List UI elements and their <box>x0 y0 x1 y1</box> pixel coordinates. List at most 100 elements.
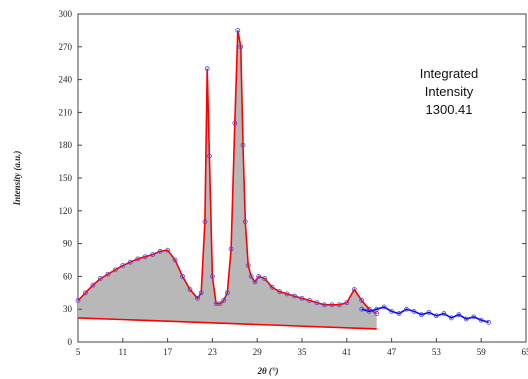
x-ticks: 5 11 17 23 29 35 41 47 53 59 65 <box>76 338 528 357</box>
measured-fit-point <box>221 298 227 303</box>
measured-fit-line <box>77 30 378 315</box>
measured-tail-point <box>456 312 462 318</box>
measured-tail-point <box>404 306 409 312</box>
measured-fit-point <box>262 276 268 281</box>
measured-fit-point <box>351 287 357 292</box>
measured-fit-point <box>252 279 258 285</box>
measured-tail-point <box>396 311 402 316</box>
measured-tail-point <box>463 316 469 322</box>
x-tick-label: 59 <box>477 347 487 357</box>
measured-fit-point <box>195 295 200 301</box>
y-tick-label: 300 <box>59 9 73 19</box>
measured-tail-point <box>411 308 417 314</box>
measured-tail-point <box>478 317 484 323</box>
measured-tail-point <box>419 312 424 318</box>
measured-fit-point <box>329 302 335 308</box>
measured-fit-point <box>172 257 178 263</box>
measured-fit-point <box>187 287 193 292</box>
y-tick-label: 30 <box>63 304 73 314</box>
measured-tail-point <box>366 308 372 314</box>
measured-fit-point <box>217 301 223 307</box>
measured-fit-point <box>142 254 148 260</box>
x-axis-title: 2θ (°) <box>256 366 278 376</box>
x-tick-label: 65 <box>522 347 528 357</box>
y-tick-label: 240 <box>59 75 73 85</box>
measured-fit-point <box>235 27 241 33</box>
x-tick-label: 47 <box>387 347 397 357</box>
measured-fit-point <box>105 271 111 277</box>
y-tick-label: 210 <box>59 107 73 117</box>
measured-tail-point <box>426 310 432 315</box>
measured-fit-point <box>232 120 238 126</box>
measured-fit-point <box>248 273 254 279</box>
y-tick-label: 150 <box>59 173 73 183</box>
measured-fit-point <box>112 267 118 273</box>
measured-fit-point <box>240 142 246 148</box>
measured-fit-point <box>90 282 96 288</box>
x-tick-label: 5 <box>76 347 81 357</box>
measured-tail-point <box>389 308 395 314</box>
measured-tail-line <box>361 306 489 324</box>
x-tick-label: 23 <box>208 347 218 357</box>
y-tick-label: 180 <box>59 140 73 150</box>
measured-fit-point <box>209 273 215 279</box>
annotation-line-3: 1300.41 <box>426 102 473 117</box>
measured-fit-point <box>344 300 350 306</box>
measured-tail-point <box>381 304 387 310</box>
measured-fit-point <box>202 219 208 225</box>
background-line <box>77 317 377 330</box>
y-ticks: 0 30 60 90 120 150 180 210 240 270 300 <box>59 9 526 347</box>
measured-fit-point <box>336 302 342 308</box>
y-tick-label: 90 <box>63 239 73 249</box>
measured-fit-point <box>75 298 81 303</box>
y-axis-title: Intensity (a.u.) <box>12 151 22 207</box>
y-tick-label: 270 <box>59 42 73 52</box>
annotation-line-2: Intensity <box>425 84 474 99</box>
measured-fit-point <box>98 276 103 281</box>
measured-fit-point <box>284 291 290 297</box>
measured-fit-point <box>228 246 234 252</box>
measured-fit-point <box>120 263 126 268</box>
measured-fit-point <box>150 252 156 257</box>
series-layer <box>75 27 492 330</box>
measured-tail-point <box>448 315 454 321</box>
measured-fit-point <box>198 290 204 296</box>
x-tick-label: 29 <box>253 347 263 357</box>
measured-tail-point <box>359 306 365 312</box>
measured-fit-point <box>242 219 248 225</box>
measured-fit-point <box>135 256 141 262</box>
x-tick-label: 17 <box>163 347 173 357</box>
measured-fit-point <box>157 248 163 254</box>
measured-fit-point <box>165 247 171 253</box>
y-tick-label: 120 <box>59 206 73 216</box>
measured-fit-point <box>292 293 297 299</box>
measured-fit-point <box>83 290 88 296</box>
measured-fit-point <box>224 290 230 296</box>
measured-fit-point <box>299 295 305 301</box>
measured-fit-point <box>321 302 327 308</box>
measured-fit-point <box>314 300 320 306</box>
x-tick-label: 35 <box>298 347 308 357</box>
x-tick-label: 41 <box>342 347 351 357</box>
measured-fit-point <box>238 44 244 50</box>
y-tick-label: 60 <box>63 271 73 281</box>
measured-fit-point <box>245 263 251 268</box>
x-tick-label: 11 <box>118 347 127 357</box>
x-tick-label: 53 <box>432 347 442 357</box>
measured-fit-point <box>180 273 185 279</box>
measured-fit-point <box>127 259 133 265</box>
measured-fit-point <box>359 298 365 303</box>
y-tick-label: 0 <box>68 337 73 347</box>
measured-fit-point <box>256 273 262 279</box>
area-layer <box>78 30 377 329</box>
measured-fit-point <box>269 284 275 290</box>
measured-fit-point <box>204 66 210 72</box>
integrated-area <box>78 30 377 329</box>
measured-tail-point <box>471 314 477 320</box>
measured-fit-point <box>277 289 283 295</box>
measured-tail-point <box>441 311 447 316</box>
measured-tail-point <box>374 306 380 312</box>
measured-tail-point <box>486 319 492 325</box>
measured-tail-point <box>433 313 439 319</box>
